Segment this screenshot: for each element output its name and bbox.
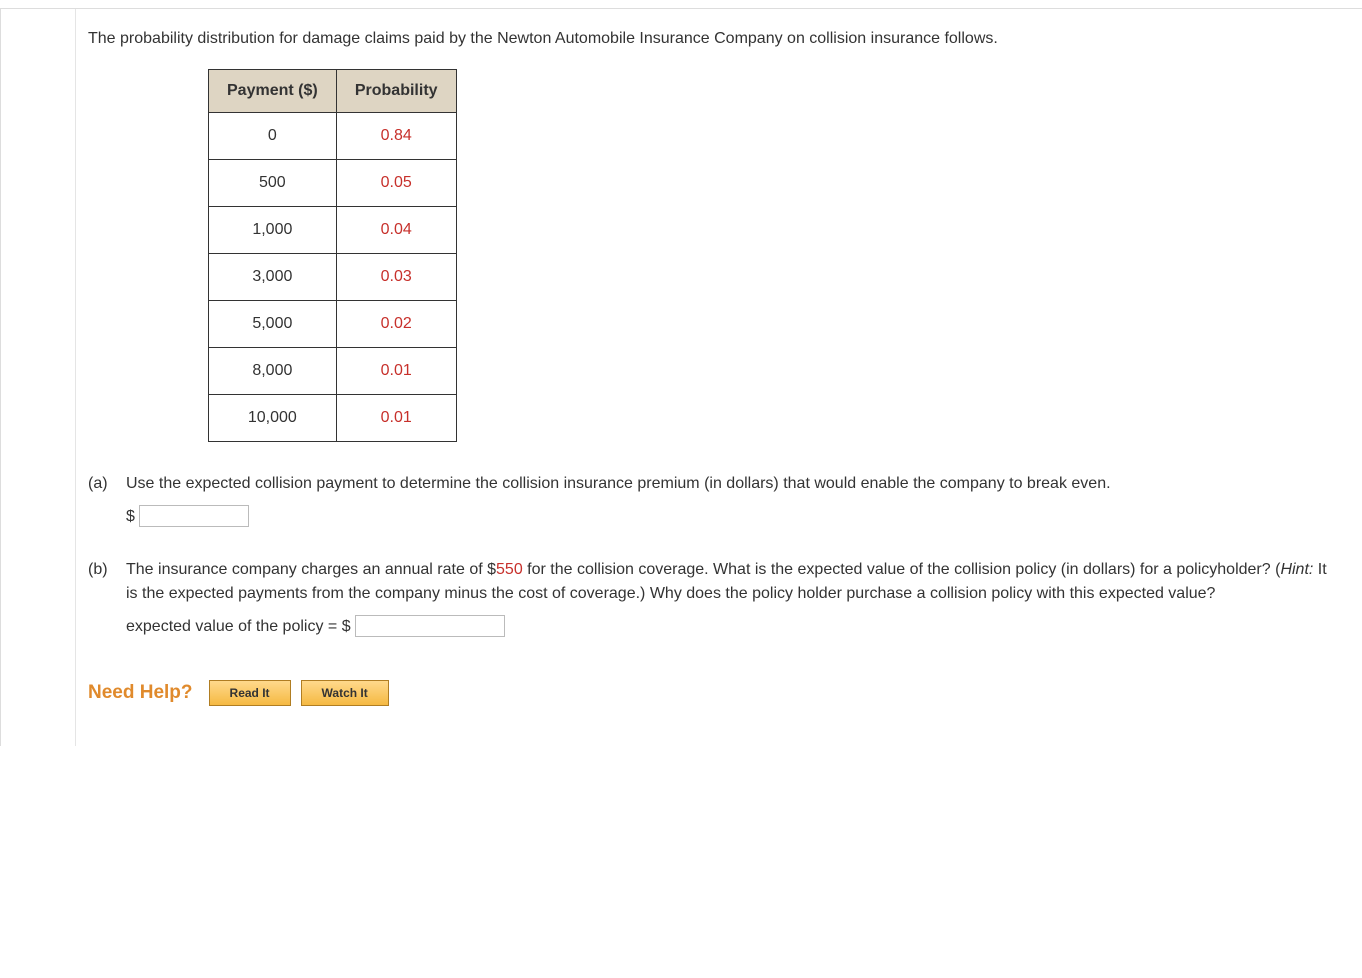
table-row: 5000.05 xyxy=(209,160,457,207)
col-header-probability: Probability xyxy=(336,70,456,113)
rate-value: 550 xyxy=(496,561,523,578)
part-a-prefix: $ xyxy=(126,508,135,525)
part-a-text: Use the expected collision payment to de… xyxy=(126,472,1332,497)
intro-text: The probability distribution for damage … xyxy=(88,27,1332,51)
table-row: 00.84 xyxy=(209,113,457,160)
help-row: Need Help? Read It Watch It xyxy=(88,680,1332,706)
part-a-input[interactable] xyxy=(139,505,249,527)
probability-cell: 0.02 xyxy=(336,301,456,348)
probability-cell: 0.05 xyxy=(336,160,456,207)
part-b: (b) The insurance company charges an ann… xyxy=(88,558,1332,640)
probability-cell: 0.03 xyxy=(336,254,456,301)
table-row: 3,0000.03 xyxy=(209,254,457,301)
payment-cell: 1,000 xyxy=(209,207,337,254)
table-row: 10,0000.01 xyxy=(209,395,457,442)
col-header-payment: Payment ($) xyxy=(209,70,337,113)
part-a-label: (a) xyxy=(88,472,126,530)
payment-cell: 500 xyxy=(209,160,337,207)
question-content: The probability distribution for damage … xyxy=(76,9,1362,746)
payment-cell: 8,000 xyxy=(209,348,337,395)
need-help-label: Need Help? xyxy=(88,682,193,704)
probability-table: Payment ($) Probability 00.845000.051,00… xyxy=(208,69,457,442)
hint-label: Hint: xyxy=(1280,561,1313,578)
payment-cell: 5,000 xyxy=(209,301,337,348)
probability-cell: 0.01 xyxy=(336,395,456,442)
watch-it-button[interactable]: Watch It xyxy=(301,680,389,706)
probability-cell: 0.84 xyxy=(336,113,456,160)
part-b-input[interactable] xyxy=(355,615,505,637)
payment-cell: 0 xyxy=(209,113,337,160)
table-row: 1,0000.04 xyxy=(209,207,457,254)
payment-cell: 10,000 xyxy=(209,395,337,442)
table-row: 5,0000.02 xyxy=(209,301,457,348)
read-it-button[interactable]: Read It xyxy=(209,680,291,706)
probability-cell: 0.04 xyxy=(336,207,456,254)
part-b-label: (b) xyxy=(88,558,126,640)
part-a: (a) Use the expected collision payment t… xyxy=(88,472,1332,530)
part-b-text: The insurance company charges an annual … xyxy=(126,558,1332,608)
probability-cell: 0.01 xyxy=(336,348,456,395)
part-b-answer-label: expected value of the policy = $ xyxy=(126,618,351,635)
left-gutter xyxy=(1,9,76,746)
question-container: The probability distribution for damage … xyxy=(0,8,1362,746)
table-row: 8,0000.01 xyxy=(209,348,457,395)
payment-cell: 3,000 xyxy=(209,254,337,301)
